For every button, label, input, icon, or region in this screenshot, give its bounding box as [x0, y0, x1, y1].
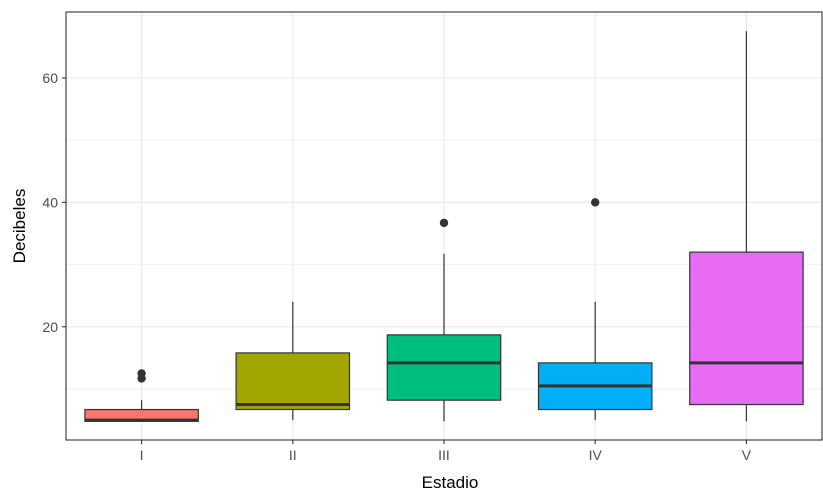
- y-tick-label: 20: [42, 319, 58, 335]
- outlier-point: [439, 218, 449, 228]
- x-axis-title: Estadio: [422, 473, 479, 489]
- box-v: [689, 31, 804, 422]
- y-tick-label: 60: [42, 70, 58, 86]
- box-body: [235, 352, 351, 411]
- box-iv: [537, 198, 653, 421]
- x-tick-label: III: [438, 447, 450, 463]
- y-axis-title: Decibeles: [10, 189, 29, 264]
- x-tick-label: I: [140, 447, 144, 463]
- x-axis: I II III IV V: [140, 440, 752, 463]
- y-axis: 20 40 60: [42, 70, 66, 335]
- outlier-point: [591, 198, 600, 207]
- box-iii: [386, 218, 502, 422]
- box-i: [84, 369, 199, 422]
- y-tick-label: 40: [42, 194, 58, 210]
- x-tick-label: IV: [589, 447, 603, 463]
- box-body: [689, 251, 804, 406]
- box-body: [386, 334, 502, 401]
- boxes: [84, 31, 804, 422]
- x-tick-label: V: [742, 447, 752, 463]
- x-tick-label: II: [289, 447, 297, 463]
- box-ii: [235, 301, 351, 421]
- outlier-point: [137, 369, 146, 378]
